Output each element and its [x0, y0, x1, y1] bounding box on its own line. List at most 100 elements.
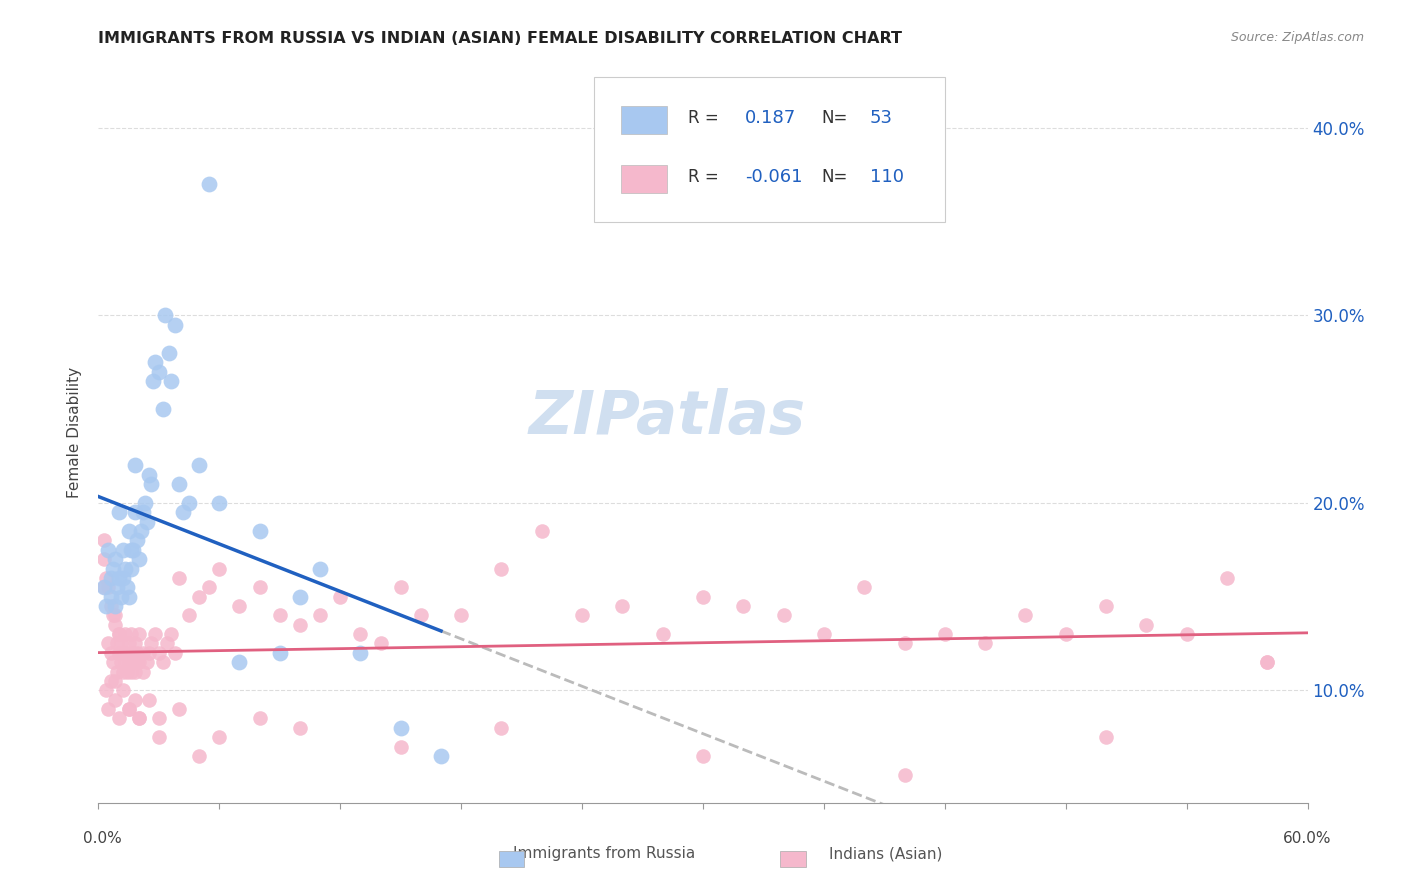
FancyBboxPatch shape [621, 106, 666, 135]
Point [101, 655, 124, 669]
Point [1095, 599, 1118, 613]
Point [139, 477, 162, 491]
Point [135, 515, 157, 529]
Point [125, 655, 148, 669]
Point [124, 665, 146, 679]
Point [97, 702, 120, 716]
Point [107, 571, 129, 585]
Point [692, 590, 714, 604]
Point [97, 580, 120, 594]
Text: 110: 110 [870, 169, 904, 186]
FancyBboxPatch shape [595, 78, 945, 221]
Point [134, 496, 156, 510]
Point [893, 767, 915, 781]
Point [103, 673, 125, 688]
Point [132, 505, 155, 519]
Point [179, 608, 201, 623]
Point [120, 627, 142, 641]
Point [142, 374, 165, 388]
Point [143, 355, 166, 369]
Point [103, 552, 125, 566]
Point [156, 636, 179, 650]
Point [93, 533, 115, 548]
Point [349, 646, 371, 660]
Point [120, 561, 142, 575]
Point [103, 617, 125, 632]
Point [100, 599, 122, 613]
FancyBboxPatch shape [621, 165, 666, 194]
Y-axis label: Female Disability: Female Disability [67, 367, 83, 499]
Point [128, 655, 150, 669]
Point [97, 542, 120, 557]
Point [110, 655, 132, 669]
Point [853, 580, 876, 594]
Point [121, 542, 143, 557]
Point [111, 665, 134, 679]
Point [110, 590, 132, 604]
Point [138, 646, 160, 660]
Point [157, 346, 180, 360]
Text: 0.0%: 0.0% [83, 831, 122, 846]
Point [612, 599, 634, 613]
Point [114, 561, 136, 575]
Point [96, 571, 118, 585]
Text: ZIPatlas: ZIPatlas [529, 388, 806, 447]
Point [128, 552, 150, 566]
Point [188, 748, 211, 763]
Point [309, 561, 332, 575]
Point [148, 711, 170, 725]
Point [208, 730, 231, 744]
Point [124, 636, 146, 650]
Point [105, 580, 128, 594]
Point [111, 646, 134, 660]
Point [1175, 627, 1198, 641]
Point [974, 636, 997, 650]
Point [115, 646, 138, 660]
Point [153, 309, 176, 323]
Text: 53: 53 [870, 109, 893, 127]
Point [93, 552, 115, 566]
Point [100, 646, 122, 660]
Point [163, 646, 186, 660]
Point [228, 599, 250, 613]
Point [249, 711, 271, 725]
Point [167, 702, 190, 716]
Point [288, 590, 311, 604]
Point [110, 636, 132, 650]
Point [100, 673, 122, 688]
Point [772, 608, 794, 623]
Point [124, 505, 146, 519]
Point [107, 711, 129, 725]
Point [107, 505, 129, 519]
Point [118, 636, 141, 650]
Point [128, 627, 150, 641]
Point [114, 627, 136, 641]
Point [96, 683, 118, 698]
Point [103, 608, 125, 623]
Point [167, 571, 190, 585]
Text: R =: R = [689, 109, 720, 127]
Point [692, 748, 714, 763]
Point [138, 692, 160, 706]
Point [120, 665, 142, 679]
Text: IMMIGRANTS FROM RUSSIA VS INDIAN (ASIAN) FEMALE DISABILITY CORRELATION CHART: IMMIGRANTS FROM RUSSIA VS INDIAN (ASIAN)… [98, 31, 903, 46]
Point [309, 608, 332, 623]
Point [208, 496, 231, 510]
Point [124, 458, 146, 473]
Point [288, 721, 311, 735]
Point [100, 590, 122, 604]
Text: -0.061: -0.061 [745, 169, 803, 186]
Point [491, 721, 513, 735]
Point [160, 627, 183, 641]
Point [934, 627, 956, 641]
Point [179, 496, 201, 510]
Point [118, 655, 141, 669]
Point [115, 665, 138, 679]
Point [121, 655, 143, 669]
Point [893, 636, 915, 650]
Point [188, 590, 211, 604]
Point [148, 646, 170, 660]
Point [111, 542, 134, 557]
Text: 0.187: 0.187 [745, 109, 797, 127]
Point [132, 665, 155, 679]
